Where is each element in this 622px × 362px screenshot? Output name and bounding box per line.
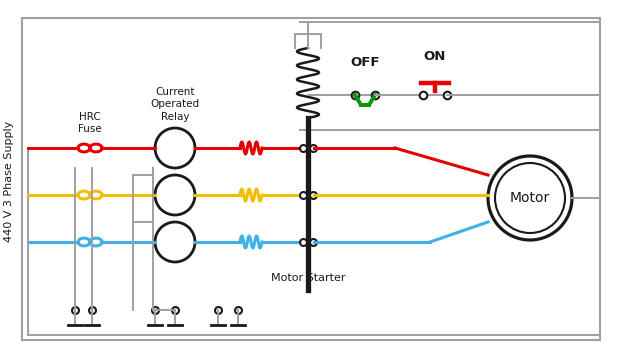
Bar [22, 18, 600, 340]
Text: Motor Starter: Motor Starter [271, 273, 345, 283]
Text: HRC
Fuse: HRC Fuse [78, 112, 102, 134]
Circle shape [155, 128, 195, 168]
Circle shape [155, 222, 195, 262]
Text: ON: ON [424, 51, 446, 63]
Text: Motor: Motor [510, 191, 550, 205]
Circle shape [155, 175, 195, 215]
Text: 440 V 3 Phase Supply: 440 V 3 Phase Supply [4, 121, 14, 241]
Circle shape [488, 156, 572, 240]
Text: OFF: OFF [350, 55, 380, 68]
Text: Current
Operated
Relay: Current Operated Relay [151, 87, 200, 122]
